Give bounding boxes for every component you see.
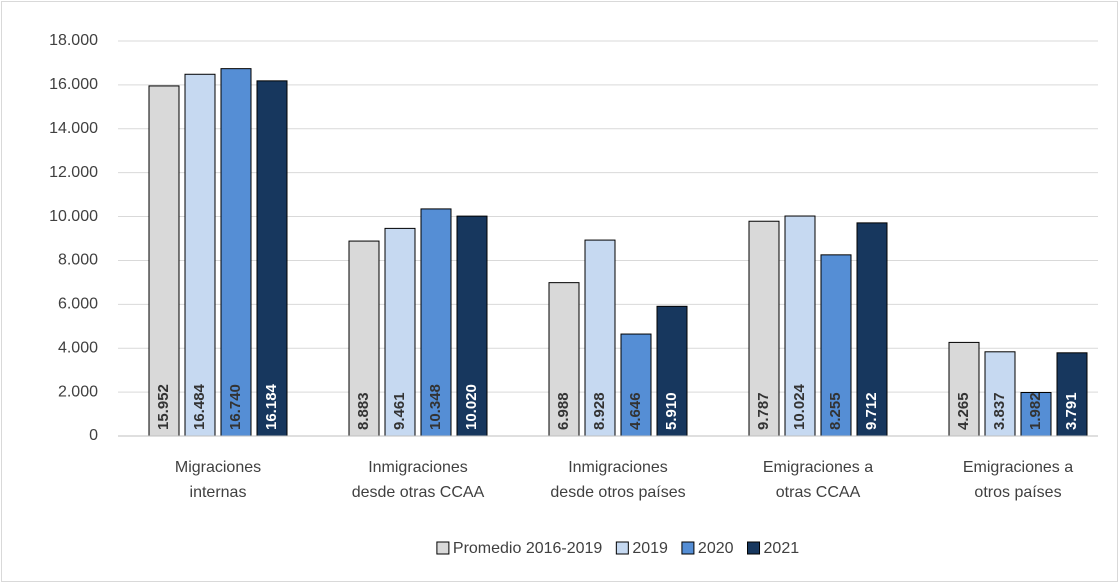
value-label: 16.484 [191,383,208,430]
value-label: 3.791 [1063,392,1080,430]
bar [820,254,852,437]
value-label: 9.712 [863,392,880,430]
legend-swatch [681,541,695,555]
legend-swatch [615,541,629,555]
value-label: 16.740 [227,384,244,430]
bar [420,208,452,437]
x-tick-label: otros países [974,484,1061,501]
legend-label: 2021 [764,540,800,557]
value-label: 6.988 [555,392,572,430]
value-label: 5.910 [663,392,680,430]
bar [148,85,180,437]
x-tick-label: Inmigraciones [568,459,668,476]
legend-swatch [436,541,450,555]
value-label: 9.461 [391,392,408,430]
value-label: 1.982 [1027,392,1044,430]
y-tick-label: 10.000 [49,208,98,225]
bar [348,240,380,437]
bar [220,68,252,437]
x-tick-label: desde otras CCAA [352,484,485,501]
y-tick-label: 2.000 [58,383,98,400]
value-label: 8.883 [355,392,372,430]
value-label: 3.837 [991,392,1008,430]
value-label: 4.646 [627,392,644,430]
y-tick-label: 18.000 [49,32,98,49]
bar [984,351,1016,437]
value-label: 8.255 [827,392,844,430]
bar [456,215,488,437]
bar [548,282,580,437]
bar [184,73,216,437]
y-tick-label: 14.000 [49,120,98,137]
bar [256,80,288,437]
value-label: 4.265 [955,392,972,430]
value-label: 8.928 [591,392,608,430]
x-tick-label: otras CCAA [776,484,861,501]
x-tick-label: Emigraciones a [763,459,873,476]
bar [656,305,688,437]
legend-label: Promedio 2016-2019 [453,540,603,557]
bar [748,220,780,437]
x-tick-label: Emigraciones a [963,459,1073,476]
legend-label: 2019 [632,540,668,557]
legend-label: 2020 [698,540,734,557]
y-tick-label: 6.000 [58,296,98,313]
y-tick-label: 16.000 [49,76,98,93]
value-label: 15.952 [155,384,172,430]
x-tick-label: desde otros países [550,484,685,501]
value-label: 9.787 [755,392,772,430]
x-tick-label: Inmigraciones [368,459,468,476]
x-tick-label: internas [190,484,247,501]
bar [584,239,616,437]
x-tick-label: Migraciones [175,459,261,476]
y-tick-label: 4.000 [58,339,98,356]
y-tick-label: 12.000 [49,164,98,181]
value-label: 10.020 [463,384,480,430]
value-label: 10.024 [791,383,808,430]
value-label: 16.184 [263,383,280,430]
y-tick-label: 0 [89,427,98,444]
legend-swatch [747,541,761,555]
bar [948,341,980,437]
value-label: 10.348 [427,384,444,430]
y-tick-label: 8.000 [58,252,98,269]
bar [856,222,888,437]
